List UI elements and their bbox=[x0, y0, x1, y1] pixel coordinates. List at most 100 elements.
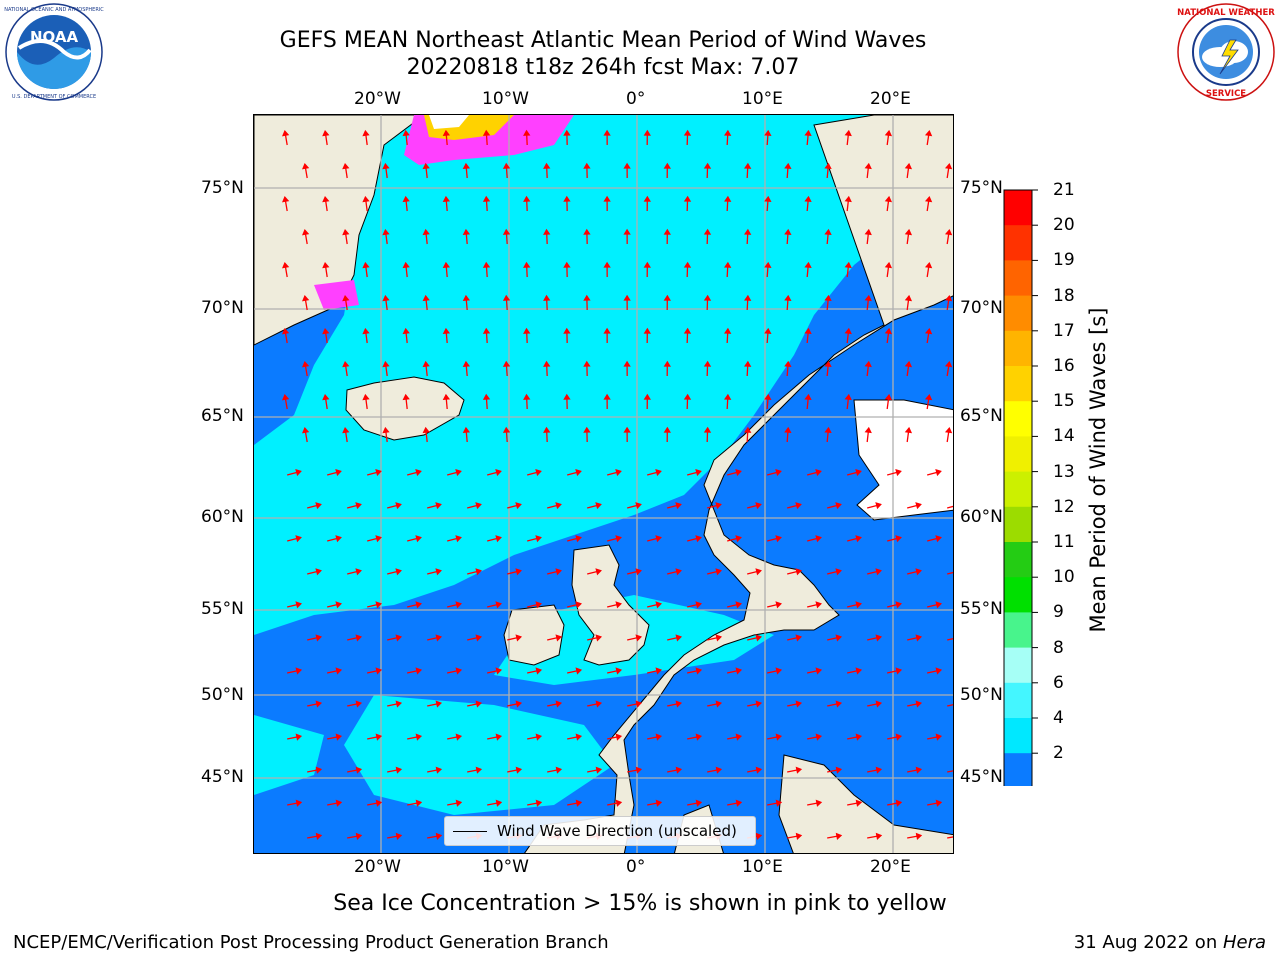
wind-wave-arrow bbox=[583, 426, 591, 443]
wind-wave-arrow bbox=[884, 129, 893, 146]
wind-wave-arrow bbox=[947, 638, 953, 641]
wind-wave-arrow bbox=[787, 832, 803, 840]
wind-wave-arrow bbox=[302, 162, 310, 179]
wind-wave-arrow bbox=[747, 700, 763, 708]
wind-wave-arrow bbox=[907, 832, 923, 840]
wind-wave-arrow bbox=[543, 426, 551, 443]
wind-wave-arrow bbox=[807, 535, 822, 543]
wind-wave-arrow bbox=[362, 195, 370, 212]
wind-wave-arrow bbox=[924, 261, 933, 278]
wind-wave-arrow bbox=[307, 502, 322, 510]
footer-host: Hera bbox=[1222, 932, 1266, 953]
wind-wave-arrow bbox=[322, 393, 330, 410]
wind-wave-arrow bbox=[867, 766, 883, 774]
wind-wave-arrow bbox=[907, 502, 922, 510]
map-title: GEFS MEAN Northeast Atlantic Mean Period… bbox=[279, 28, 927, 53]
wind-wave-arrow bbox=[603, 129, 611, 146]
wind-wave-arrow bbox=[847, 535, 862, 543]
wind-wave-arrow bbox=[687, 469, 702, 477]
colorbar-segment bbox=[1004, 190, 1032, 226]
wind-wave-arrow bbox=[527, 733, 543, 741]
wind-wave-arrow bbox=[647, 799, 663, 807]
wind-wave-arrow bbox=[667, 766, 683, 774]
wind-wave-arrow bbox=[764, 261, 772, 278]
colorbar-segment bbox=[1004, 401, 1032, 437]
wind-wave-arrow bbox=[407, 667, 423, 675]
lon-label-top-10e: 10°E bbox=[742, 89, 783, 109]
wind-wave-arrow bbox=[382, 426, 390, 443]
wind-wave-arrow bbox=[467, 700, 483, 708]
wind-wave-arrow bbox=[907, 700, 923, 708]
wind-wave-arrow bbox=[282, 393, 290, 410]
wind-wave-arrow bbox=[647, 733, 663, 741]
wind-wave-arrow bbox=[382, 162, 390, 179]
wind-wave-arrow bbox=[527, 469, 542, 477]
wind-wave-arrow bbox=[427, 700, 443, 708]
wind-wave-arrow bbox=[744, 294, 752, 311]
colorbar-tick-label: 15 bbox=[1053, 391, 1075, 412]
wind-wave-arrow bbox=[904, 228, 913, 245]
wind-wave-arrow bbox=[402, 327, 410, 344]
lat-label-right-45n: 45°N bbox=[960, 767, 1003, 787]
wind-wave-arrow bbox=[887, 535, 902, 543]
wind-wave-arrow bbox=[422, 426, 430, 443]
lon-label-bottom-10e: 10°E bbox=[742, 857, 783, 877]
wind-wave-arrow bbox=[523, 393, 531, 410]
wind-wave-arrow bbox=[547, 634, 563, 642]
wind-wave-arrow bbox=[804, 129, 812, 146]
wind-wave-arrow bbox=[507, 766, 523, 774]
wind-wave-arrow bbox=[807, 733, 823, 741]
wind-wave-arrow bbox=[442, 327, 451, 344]
wind-wave-arrow bbox=[867, 502, 882, 510]
wind-wave-arrow bbox=[362, 261, 370, 278]
wind-wave-arrow bbox=[824, 162, 832, 179]
wind-wave-arrow bbox=[844, 327, 852, 344]
wind-wave-arrow bbox=[282, 261, 290, 278]
wind-wave-arrow bbox=[623, 294, 631, 311]
wind-wave-arrow bbox=[724, 327, 732, 344]
colorbar bbox=[1003, 189, 1038, 786]
wind-wave-arrow bbox=[643, 393, 651, 410]
wind-wave-arrow bbox=[707, 568, 722, 576]
wind-wave-arrow bbox=[482, 327, 491, 344]
map-subtitle: 20220818 t18z 264h fcst Max: 7.07 bbox=[406, 55, 800, 80]
wind-wave-arrow bbox=[287, 469, 302, 477]
wind-wave-arrow bbox=[667, 634, 683, 642]
wind-wave-arrow bbox=[643, 129, 651, 146]
wind-wave-arrow bbox=[627, 766, 643, 774]
wind-wave-arrow bbox=[427, 502, 442, 510]
wind-wave-arrow bbox=[282, 195, 290, 212]
wind-wave-arrow bbox=[563, 129, 571, 146]
wind-wave-arrow bbox=[747, 502, 762, 510]
colorbar-tick-label: 14 bbox=[1053, 426, 1075, 447]
wind-wave-arrow bbox=[744, 360, 752, 377]
wind-wave-arrow bbox=[347, 634, 363, 642]
wind-wave-arrow bbox=[487, 667, 503, 675]
wind-wave-arrow bbox=[563, 195, 571, 212]
wind-wave-arrow bbox=[587, 568, 602, 576]
wind-wave-arrow bbox=[547, 568, 562, 576]
wind-wave-arrow bbox=[807, 601, 822, 609]
map-legend: Wind Wave Direction (unscaled) bbox=[444, 816, 756, 846]
wind-wave-arrow bbox=[607, 469, 622, 477]
wind-wave-arrow bbox=[567, 733, 583, 741]
wind-wave-arrow bbox=[867, 832, 883, 840]
lat-label-left-60n: 60°N bbox=[201, 507, 244, 527]
wind-wave-arrow bbox=[567, 535, 582, 543]
wind-wave-arrow bbox=[787, 634, 803, 642]
wind-wave-arrow bbox=[807, 667, 823, 675]
colorbar-segment bbox=[1004, 542, 1032, 578]
wind-wave-arrow bbox=[887, 799, 903, 807]
lon-label-top-10w: 10°W bbox=[482, 89, 529, 109]
wind-wave-arrow bbox=[824, 426, 832, 443]
wind-wave-arrow bbox=[322, 195, 330, 212]
wind-wave-arrow bbox=[402, 195, 410, 212]
footer-date: 31 Aug 2022 on Hera bbox=[1074, 932, 1266, 953]
wind-wave-arrow bbox=[764, 393, 772, 410]
wind-wave-arrow bbox=[462, 228, 471, 245]
wind-wave-arrow bbox=[947, 836, 953, 839]
wind-wave-arrow bbox=[827, 568, 842, 576]
lat-label-right-55n: 55°N bbox=[960, 599, 1003, 619]
wind-wave-arrow bbox=[924, 327, 933, 344]
lat-label-left-50n: 50°N bbox=[201, 685, 244, 705]
